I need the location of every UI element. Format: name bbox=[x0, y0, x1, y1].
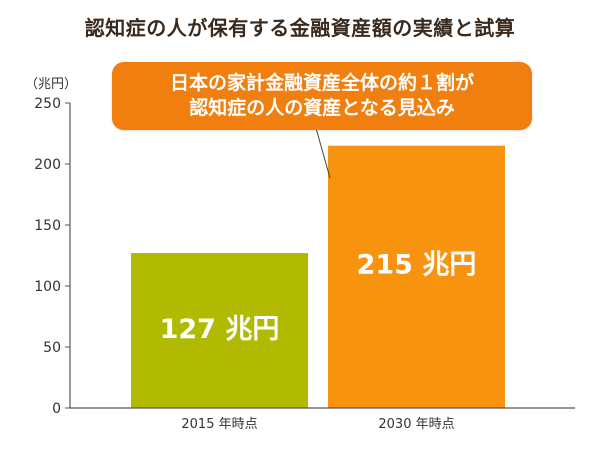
y-tick-label-1: 50 bbox=[43, 340, 61, 356]
y-axis-unit-label: （兆円） bbox=[25, 77, 77, 92]
callout-connector-line bbox=[315, 127, 331, 179]
x-axis-labels: 2015 年時点 2030 年時点 bbox=[181, 417, 454, 432]
bar-0 bbox=[131, 253, 308, 408]
callout-line-1: 日本の家計金融資産全体の約１割が bbox=[169, 72, 474, 94]
bars: 127 兆円 215 兆円 bbox=[131, 145, 505, 408]
x-category-label-0: 2015 年時点 bbox=[181, 417, 257, 432]
y-tick-label-0: 0 bbox=[52, 401, 61, 417]
bar-data-label-0: 127 兆円 bbox=[160, 314, 280, 345]
bar-data-label-1: 215 兆円 bbox=[357, 250, 477, 281]
y-tick-label-5: 250 bbox=[34, 96, 61, 112]
y-tick-label-3: 150 bbox=[34, 218, 61, 234]
callout-line-2: 認知症の人の資産となる見込み bbox=[189, 97, 455, 119]
bar-1 bbox=[328, 145, 505, 408]
y-tick-label-4: 200 bbox=[34, 157, 61, 173]
y-axis-ticks: 0 50 100 150 200 250 bbox=[34, 96, 70, 417]
chart-title: 認知症の人が保有する金融資産額の実績と試算 bbox=[84, 16, 516, 40]
x-category-label-1: 2030 年時点 bbox=[378, 417, 454, 432]
y-tick-label-2: 100 bbox=[34, 279, 61, 295]
callout-box: 日本の家計金融資産全体の約１割が 認知症の人の資産となる見込み bbox=[112, 62, 532, 130]
